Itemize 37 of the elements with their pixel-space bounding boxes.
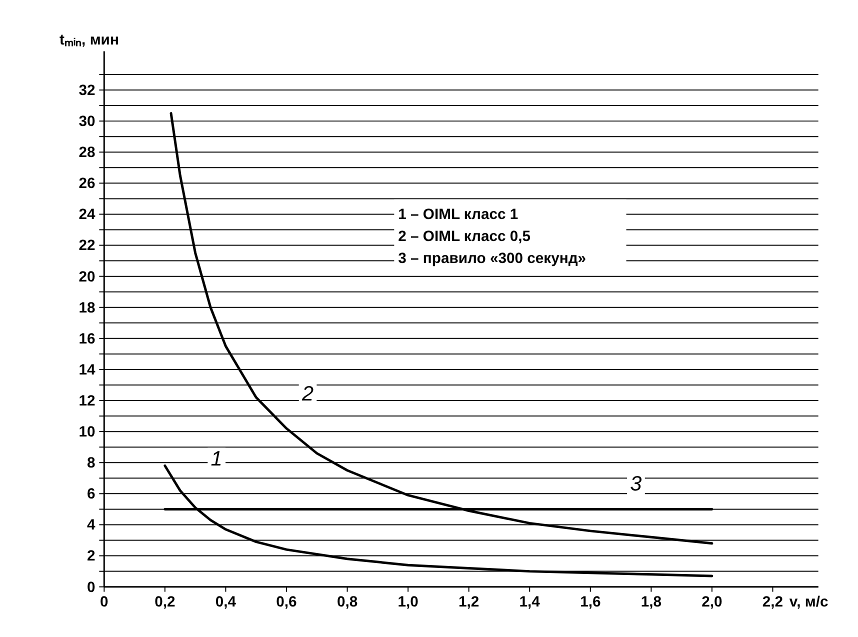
x-tick-label: 0,6 xyxy=(276,594,297,611)
y-tick-label: 10 xyxy=(78,424,96,441)
x-tick-label: 1,0 xyxy=(398,594,418,611)
annotation: 3 – правило «300 секунд» xyxy=(398,250,586,267)
annotation: 1 – OIML класс 1 xyxy=(398,207,518,224)
y-tick-label: 20 xyxy=(78,269,96,286)
x-tick-label: 0,8 xyxy=(336,594,358,611)
annotation: 2 xyxy=(300,382,314,406)
x-tick-label: 0,2 xyxy=(154,594,176,611)
y-tick-label: 32 xyxy=(78,82,96,99)
x-tick-label: 0,4 xyxy=(215,594,237,611)
y-tick-label: 28 xyxy=(78,145,96,162)
annotation: 3 xyxy=(630,472,642,496)
x-tick-label: 2,2 xyxy=(762,594,784,611)
y-tick-label: 26 xyxy=(78,176,96,192)
x-axis-title: v, м/с xyxy=(789,594,828,611)
x-tick-label: 2,0 xyxy=(702,594,722,611)
y-tick-label: 24 xyxy=(78,207,96,224)
y-tick-label: 0 xyxy=(86,580,96,596)
y-tick-label: 30 xyxy=(78,114,96,130)
x-tick-label: 1,6 xyxy=(580,594,601,611)
y-axis-title: tₘᵢₙ, мин xyxy=(60,32,119,48)
y-tick-label: 14 xyxy=(78,362,96,378)
y-tick-label: 12 xyxy=(78,393,96,410)
x-tick-label: 1,2 xyxy=(458,594,480,611)
x-tick-label: 1,4 xyxy=(519,594,541,611)
y-tick-label: 6 xyxy=(86,486,96,503)
y-tick-label: 22 xyxy=(78,238,96,254)
annotation: 2 – OIML класс 0,5 xyxy=(398,229,531,246)
y-tick-label: 16 xyxy=(78,331,96,348)
annotation: 1 xyxy=(210,447,222,470)
x-tick-label: 0 xyxy=(100,594,108,611)
y-tick-label: 8 xyxy=(86,456,96,472)
x-tick-label: 1,8 xyxy=(640,594,662,611)
y-tick-label: 2 xyxy=(86,548,96,565)
y-tick-label: 4 xyxy=(86,518,96,534)
y-tick-label: 18 xyxy=(78,300,96,316)
